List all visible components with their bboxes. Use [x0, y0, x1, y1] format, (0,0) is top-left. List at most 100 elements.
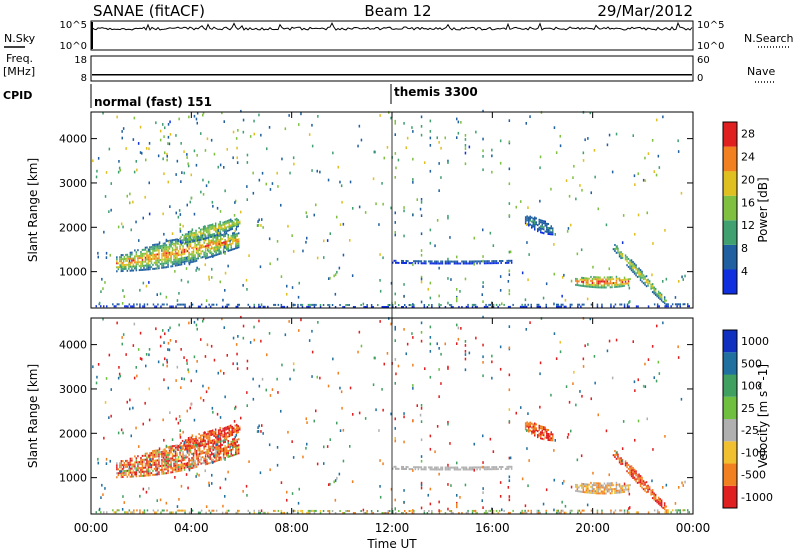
power-cell	[189, 261, 192, 264]
velocity-cell	[312, 509, 314, 512]
power-cell	[507, 280, 510, 283]
velocity-cell	[544, 426, 546, 429]
power-cell	[498, 260, 501, 262]
power-cell	[182, 257, 184, 260]
power-cell	[614, 248, 616, 250]
power-cell	[378, 223, 380, 226]
velocity-cell	[420, 506, 423, 510]
velocity-cell	[634, 389, 636, 392]
velocity-cell	[183, 466, 186, 469]
power-cell	[196, 111, 199, 115]
velocity-cell	[617, 453, 619, 456]
power-colorbar-tick: 8	[741, 242, 748, 255]
velocity-cell	[436, 342, 438, 346]
velocity-cell	[219, 434, 221, 437]
power-cell	[201, 232, 203, 235]
power-cell	[146, 254, 148, 257]
velocity-cell	[152, 458, 154, 460]
velocity-cell	[176, 454, 178, 457]
power-cell	[179, 257, 181, 260]
velocity-cell	[170, 465, 172, 468]
power-cell	[364, 306, 367, 308]
power-cell	[538, 226, 540, 229]
velocity-cell	[456, 468, 459, 471]
power-cell	[440, 262, 442, 265]
power-cell	[145, 147, 148, 150]
velocity-cell	[116, 466, 118, 469]
noise-sky-trace	[91, 21, 693, 31]
power-cell	[596, 303, 599, 306]
power-cell	[171, 232, 174, 235]
power-cell	[158, 267, 160, 270]
velocity-cell	[657, 500, 660, 503]
velocity-cell	[467, 511, 469, 514]
velocity-cell	[677, 509, 680, 512]
power-cell	[499, 139, 502, 143]
velocity-cell	[630, 473, 633, 476]
velocity-cell	[150, 458, 153, 461]
velocity-cell	[231, 431, 233, 434]
power-cell	[221, 234, 223, 236]
velocity-cell	[143, 470, 145, 473]
power-cell	[594, 175, 596, 179]
velocity-cell	[464, 350, 467, 353]
velocity-cell	[223, 427, 226, 430]
power-cell	[180, 255, 183, 258]
velocity-cell	[186, 441, 188, 444]
velocity-cell	[191, 457, 193, 459]
velocity-cell	[170, 447, 172, 450]
power-cell	[596, 284, 598, 287]
velocity-cell	[196, 443, 199, 446]
velocity-cell	[444, 468, 447, 471]
power-cell	[173, 252, 175, 255]
velocity-cell	[194, 460, 196, 463]
velocity-cell	[438, 368, 440, 371]
velocity-cell	[125, 353, 127, 356]
power-cell	[153, 255, 156, 258]
velocity-cell	[131, 463, 133, 466]
power-cell	[158, 265, 160, 268]
power-cell	[167, 246, 169, 248]
power-cell	[549, 229, 551, 232]
velocity-cell	[641, 486, 643, 489]
power-cell	[130, 305, 132, 308]
velocity-cell	[297, 511, 299, 514]
velocity-cell	[392, 510, 394, 512]
power-cell	[627, 257, 630, 260]
power-cell	[423, 306, 426, 308]
power-cell	[137, 263, 139, 266]
velocity-cell	[459, 496, 461, 499]
power-cell	[450, 306, 453, 308]
velocity-cell	[145, 364, 147, 368]
power-cell	[582, 277, 585, 279]
power-cell	[191, 253, 193, 255]
power-cell	[140, 253, 142, 255]
velocity-cell	[515, 411, 517, 415]
power-cell	[327, 304, 329, 306]
power-cell	[138, 255, 141, 258]
power-cell	[219, 236, 222, 239]
velocity-cell	[162, 468, 165, 471]
velocity-cell	[656, 499, 658, 502]
power-cell	[342, 222, 345, 226]
power-cell	[593, 276, 595, 279]
power-cell	[457, 131, 460, 135]
velocity-cell	[189, 406, 191, 410]
power-cell	[191, 303, 194, 306]
power-cell	[473, 260, 475, 263]
power-cell	[223, 231, 226, 234]
power-cell	[526, 215, 528, 218]
velocity-cell	[328, 512, 331, 514]
power-cell	[537, 228, 539, 231]
power-cell	[528, 253, 530, 256]
power-cell	[223, 223, 226, 226]
power-cell	[161, 260, 163, 263]
power-cell	[294, 303, 296, 306]
velocity-cell	[654, 495, 657, 498]
power-cell	[334, 306, 337, 308]
velocity-cell	[158, 465, 160, 468]
power-cell	[538, 228, 540, 231]
power-cell	[204, 235, 206, 238]
velocity-cell	[120, 466, 123, 469]
power-cell	[258, 303, 260, 306]
